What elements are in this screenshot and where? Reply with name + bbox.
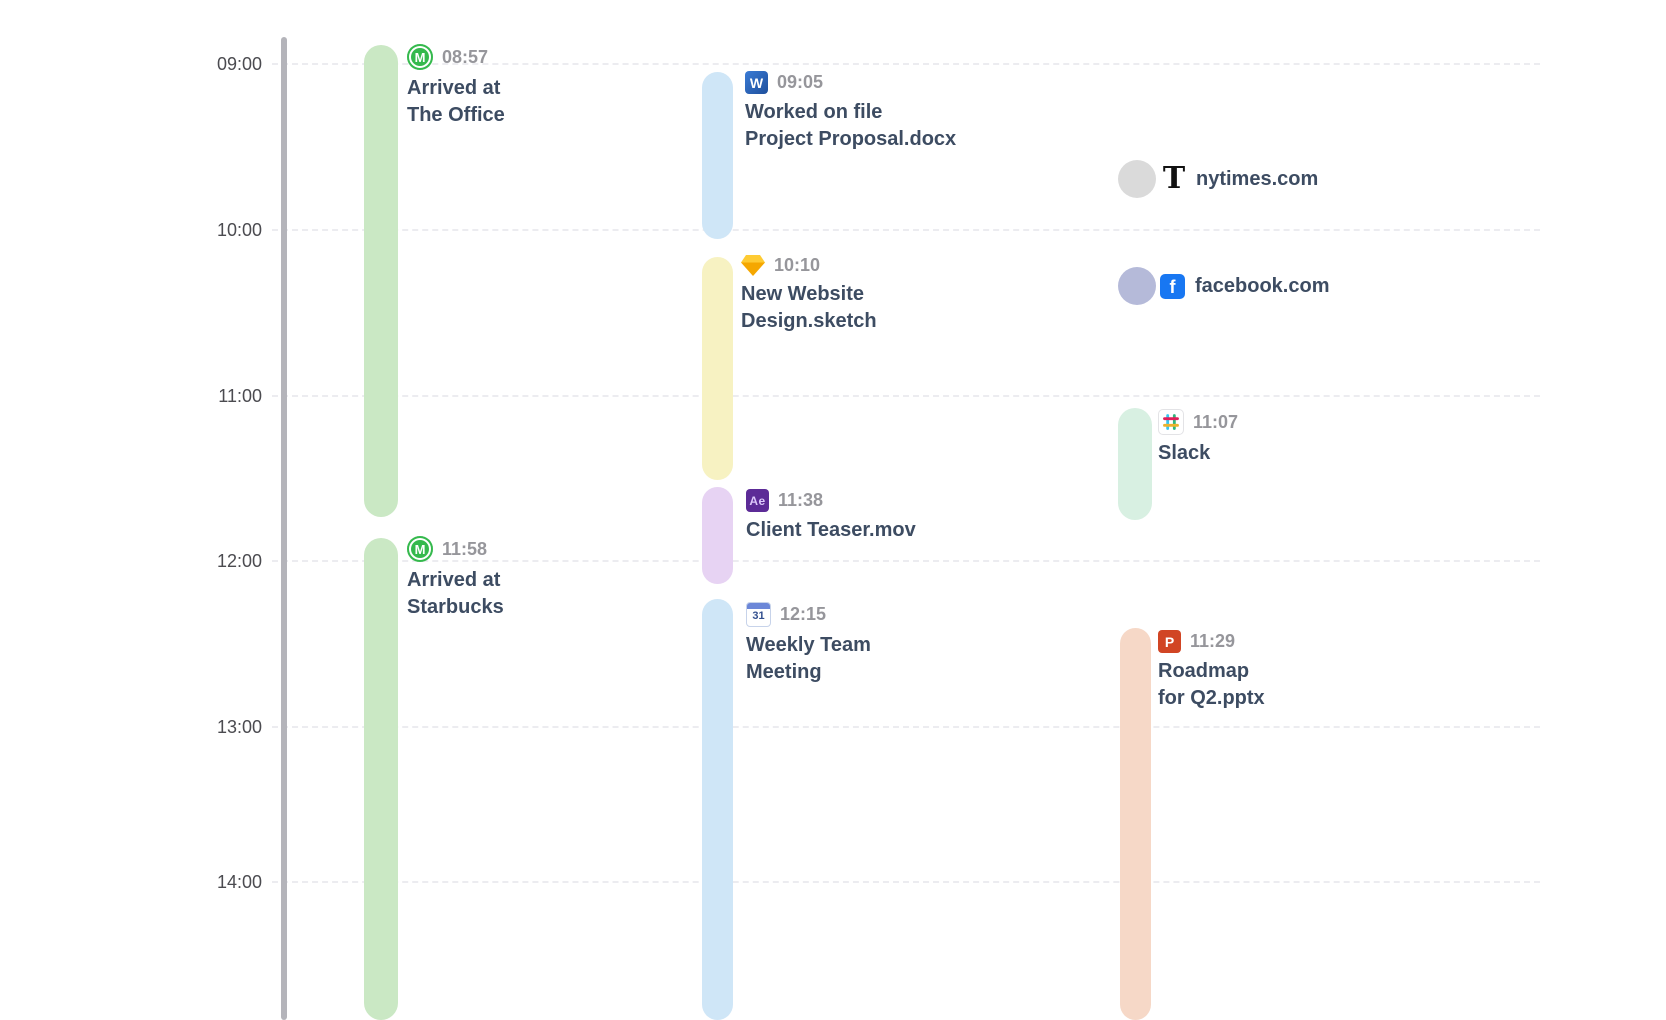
event-title-line: The Office [407,104,505,126]
event-label-roadmap[interactable]: P 11:29 Roadmap for Q2.pptx [1158,630,1265,712]
hour-gridline [272,229,1540,231]
event-title-line: Worked on file [745,101,883,123]
event-time: 10:10 [774,255,821,275]
website-dot-facebook[interactable] [1118,267,1156,305]
event-title-line: Arrived at [407,569,501,591]
ms-word-icon: W [745,71,768,94]
hour-gridline [272,395,1540,397]
hour-gridline [272,560,1540,562]
event-time: 11:29 [1190,631,1236,651]
event-title-line: Design.sketch [741,310,877,332]
website-label: nytimes.com [1196,167,1319,190]
event-label-arrived-starbucks[interactable]: M 11:58 Arrived at Starbucks [407,536,504,621]
slack-icon [1158,409,1184,435]
moves-icon: M [407,44,433,70]
nyt-icon: T [1162,161,1186,196]
event-title-line: Roadmap [1158,660,1250,682]
event-time: 11:07 [1193,411,1239,432]
moves-icon: M [407,536,433,562]
event-bar-arrived-office[interactable] [364,45,398,517]
event-bar-arrived-starbucks[interactable] [364,538,398,1020]
hour-label: 10:00 [216,220,262,240]
event-bar-website-design[interactable] [702,257,733,480]
timeline-spine [281,37,287,1020]
hour-gridline [272,63,1540,65]
hour-gridline [272,881,1540,883]
event-label-weekly-meeting[interactable]: 31 12:15 Weekly Team Meeting [746,602,871,686]
event-title-line: Meeting [746,661,822,683]
event-title-line: Project Proposal.docx [745,128,957,150]
event-title-line: Client Teaser.mov [746,519,916,541]
event-bar-weekly-meeting[interactable] [702,599,733,1020]
event-time: 12:15 [780,604,827,624]
event-label-arrived-office[interactable]: M 08:57 Arrived at The Office [407,44,505,129]
website-item-facebook[interactable]: f facebook.com [1160,267,1329,305]
website-item-nytimes[interactable]: T nytimes.com [1162,160,1318,198]
hour-label: 12:00 [216,551,262,571]
event-label-website-design[interactable]: 10:10 New Website Design.sketch [741,255,877,335]
event-time: 08:57 [442,46,489,67]
event-title-line: New Website [741,283,864,305]
event-label-client-teaser[interactable]: Ae 11:38 Client Teaser.mov [746,489,916,544]
event-time: 11:38 [778,490,824,510]
hour-label: 13:00 [216,717,262,737]
event-label-project-proposal[interactable]: W 09:05 Worked on file Project Proposal.… [745,71,956,153]
sketch-icon [741,255,765,276]
hour-label: 14:00 [216,872,262,892]
event-title-line: Slack [1158,442,1211,464]
website-dot-nytimes[interactable] [1118,160,1156,198]
event-time: 09:05 [777,72,824,92]
hour-label: 09:00 [216,54,262,74]
event-title-line: Starbucks [407,596,504,618]
event-bar-roadmap[interactable] [1120,628,1151,1020]
after-effects-icon: Ae [746,489,769,512]
hour-gridline [272,726,1540,728]
event-title-line: for Q2.pptx [1158,687,1265,709]
event-bar-project-proposal[interactable] [702,72,733,239]
hour-label: 11:00 [218,386,262,406]
event-title-line: Weekly Team [746,634,871,656]
event-title-line: Arrived at [407,77,501,99]
event-label-slack[interactable]: 11:07 Slack [1158,409,1238,467]
website-label: facebook.com [1195,274,1330,297]
event-bar-slack[interactable] [1118,408,1152,520]
event-bar-client-teaser[interactable] [702,487,733,584]
facebook-icon: f [1160,273,1185,299]
ms-powerpoint-icon: P [1158,630,1181,653]
calendar-icon: 31 [746,602,771,627]
event-time: 11:58 [442,538,488,559]
